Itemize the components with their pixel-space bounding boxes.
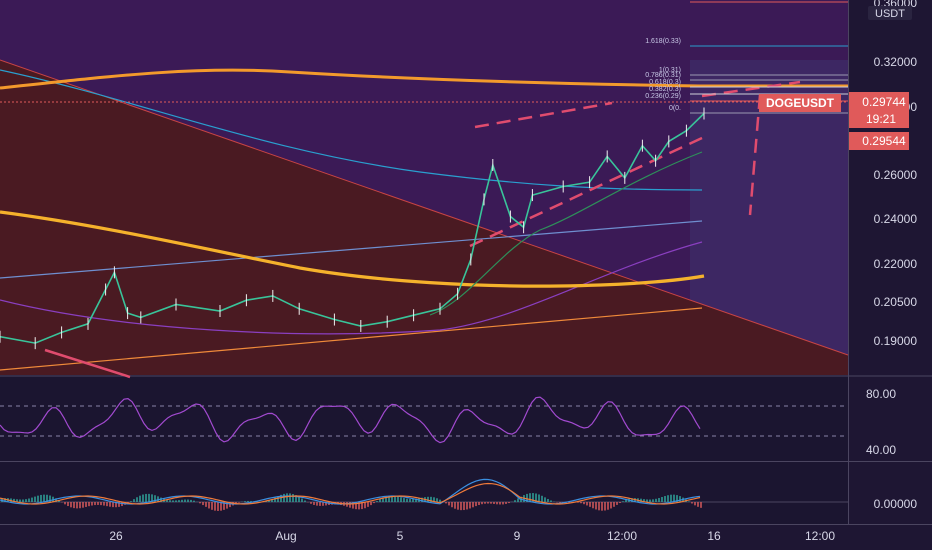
price-axis-tick: 0.26000	[874, 168, 918, 182]
moving-average-long-line	[0, 210, 705, 288]
trendline-descending	[0, 59, 849, 356]
trendline-support	[0, 307, 703, 371]
symbol-label: DOGEUSDT	[766, 96, 835, 110]
macd-pane-background	[0, 462, 848, 524]
fib-level-label: 0.382(0.3)	[649, 86, 681, 93]
price-line	[0, 112, 705, 344]
reference-price-tag	[849, 132, 909, 150]
time-axis-tick: Aug	[275, 529, 296, 543]
time-axis-tick: 12:00	[607, 529, 637, 543]
moving-average-line	[0, 220, 703, 279]
time-axis-tick: 26	[109, 529, 123, 543]
moving-average-line	[0, 69, 703, 191]
last-price-tag	[849, 92, 909, 128]
fib-level-label: 0(0.	[669, 105, 681, 112]
rsi-line	[0, 396, 701, 444]
last-price-label: 0.29744	[862, 95, 906, 109]
rsi-axis-tick: 40.00	[866, 443, 896, 457]
bar-countdown-label: 19:21	[866, 112, 896, 126]
time-axis-tick: 5	[397, 529, 404, 543]
moving-average-200-line	[0, 68, 848, 90]
moving-average-short-line	[429, 151, 703, 316]
price-axis-tick: 0.20500	[874, 295, 918, 309]
macd-axis-tick: 0.00000	[874, 497, 918, 511]
wedge-upper-line	[474, 101, 613, 129]
fib-level-label: 0.786(0.31)	[645, 72, 681, 79]
quote-unit-label: USDT	[875, 8, 905, 20]
moving-average-line	[0, 241, 703, 335]
rsi-pane-background	[0, 377, 848, 461]
projection-zone-shading	[690, 60, 848, 355]
projection-dashed-lines	[701, 80, 801, 216]
price-axis-tick: 0.32000	[874, 55, 918, 69]
macd-signal-line	[0, 482, 701, 505]
fib-level-label: 1(0.31)	[659, 67, 681, 74]
unit-badge	[868, 6, 912, 20]
price-axis-tick: 0.22000	[874, 257, 918, 271]
bearish-zone-shading	[0, 60, 848, 375]
reference-price-label: 0.29544	[862, 134, 906, 148]
fib-level-label: 0.236(0.29)	[645, 93, 681, 100]
time-axis-tick: 12:00	[805, 529, 835, 543]
price-axis-tick: 0.24000	[874, 212, 918, 226]
trendline-short	[44, 348, 131, 379]
fib-level-label: 0.618(0.3)	[649, 79, 681, 86]
symbol-tag	[759, 94, 841, 112]
time-axis-tick: 16	[707, 529, 721, 543]
fib-level-label: 1.618(0.33)	[645, 38, 681, 45]
price-axis-tick: 0.19000	[874, 334, 918, 348]
rsi-axis-tick: 80.00	[866, 387, 896, 401]
time-axis-tick: 9	[514, 529, 521, 543]
price-axis-tick: 0.36000	[874, 0, 918, 10]
